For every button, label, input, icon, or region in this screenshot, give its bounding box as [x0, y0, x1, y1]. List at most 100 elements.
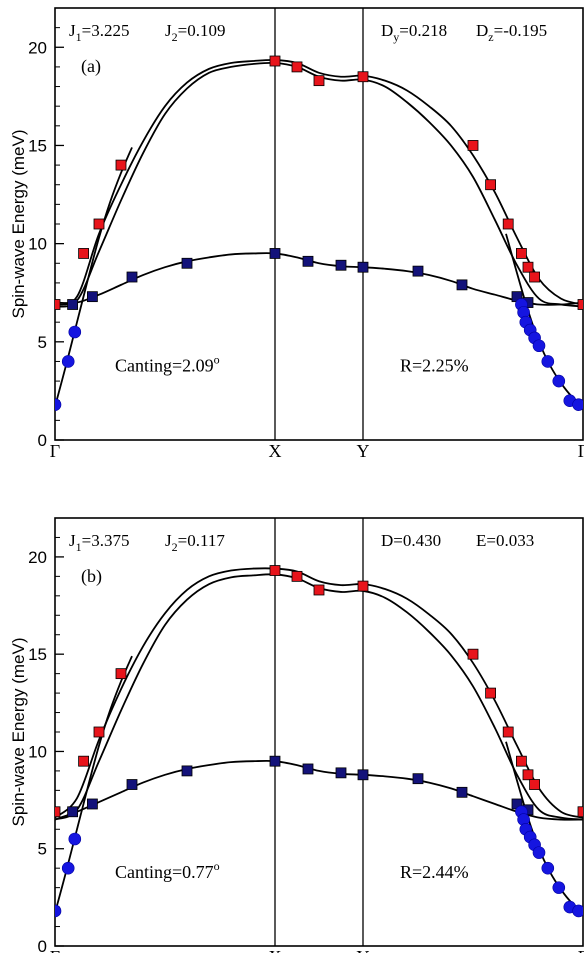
data-point: [572, 398, 583, 411]
param-j1: J1=3.225: [69, 21, 129, 44]
param-3: Dy=0.218: [381, 21, 447, 44]
data-point: [67, 806, 78, 818]
data-point: [115, 159, 127, 171]
ytick-label: 10: [28, 742, 47, 761]
y-axis-label: Spin-wave Energy (meV): [9, 638, 28, 827]
data-point: [68, 325, 82, 339]
data-point: [412, 773, 424, 785]
data-point: [55, 398, 62, 411]
data-point: [357, 261, 369, 273]
data-point: [93, 218, 105, 230]
data-point: [126, 779, 138, 790]
data-point: [181, 257, 193, 269]
data-point: [522, 769, 534, 781]
kpoint-label: Γ: [578, 441, 584, 461]
data-point: [126, 271, 138, 283]
data-point: [335, 767, 347, 779]
data-point: [485, 687, 497, 699]
data-point: [68, 832, 82, 846]
data-point: [516, 755, 527, 767]
canting-label: Canting=0.77o: [115, 859, 220, 882]
fit-curve: [55, 567, 583, 819]
data-point: [61, 355, 75, 368]
kpoint-label: Y: [357, 441, 370, 461]
data-point: [93, 726, 105, 738]
data-point: [302, 763, 314, 775]
data-point: [522, 261, 534, 273]
fit-curves: [55, 567, 583, 914]
data-point: [313, 75, 325, 87]
ytick-label: 15: [28, 136, 47, 155]
ytick-label: 0: [38, 431, 47, 450]
kpoint-label: Γ: [578, 947, 584, 953]
ytick-label: 5: [38, 333, 47, 352]
ytick-label: 15: [28, 645, 47, 664]
kpoint-label: Γ: [50, 947, 60, 953]
data-point: [577, 806, 583, 818]
panel-label: (a): [81, 56, 101, 77]
param-j1: J1=3.375: [69, 531, 129, 554]
data-point: [335, 259, 347, 271]
fit-curve: [55, 759, 583, 821]
data-point: [269, 248, 281, 259]
kpoint-label: X: [269, 441, 282, 461]
data-point: [456, 786, 468, 798]
data-point: [291, 570, 303, 582]
data-point: [357, 580, 369, 592]
data-point: [532, 846, 546, 859]
kpoint-label: Y: [357, 947, 370, 953]
param-4: Dz=-0.195: [476, 21, 547, 44]
fit-curve: [505, 741, 583, 914]
kpoint-label: Γ: [50, 441, 60, 461]
data-point: [541, 861, 555, 875]
data-point: [357, 71, 369, 83]
data-point: [456, 279, 468, 291]
fit-curve: [505, 233, 583, 408]
data-point: [87, 798, 98, 810]
data-point: [55, 806, 61, 818]
data-point: [78, 248, 89, 259]
data-point: [269, 565, 281, 576]
panel-b: 0 5 10 15 20 Γ X Y Γ Spin-wave Energy (meV) J1=3.3…: [9, 517, 584, 953]
data-point: [412, 265, 424, 277]
data-point: [516, 248, 527, 259]
data-point: [181, 765, 193, 777]
fit-curve: [55, 61, 583, 308]
data-point: [467, 648, 479, 660]
data-point: [55, 299, 61, 310]
data-point: [529, 271, 540, 283]
ytick-label: 10: [28, 235, 47, 254]
data-point: [552, 374, 566, 388]
data-markers: [55, 565, 583, 918]
r-factor-label: R=2.44%: [400, 862, 469, 882]
data-point: [313, 584, 325, 596]
param-j2: J2=0.109: [165, 21, 225, 44]
fit-curve: [55, 252, 583, 306]
panel-label: (b): [81, 566, 102, 587]
ytick-label: 20: [28, 38, 47, 57]
data-point: [55, 904, 62, 918]
ytick-label: 20: [28, 548, 47, 567]
data-point: [467, 140, 479, 151]
data-point: [291, 61, 303, 73]
data-point: [269, 55, 281, 67]
data-point: [357, 769, 369, 781]
data-point: [577, 299, 583, 310]
r-factor-label: R=2.25%: [400, 355, 469, 375]
ytick-label: 5: [38, 840, 47, 859]
data-point: [502, 218, 514, 230]
data-point: [269, 755, 281, 767]
panel-a: 0 5 10 15 20 Γ X Y Γ Spin-wave Energy (meV) J1=3.2…: [9, 7, 584, 461]
data-point: [87, 291, 98, 303]
param-4: E=0.033: [476, 531, 534, 550]
data-point: [61, 861, 75, 875]
data-point: [67, 299, 78, 310]
data-point: [485, 179, 497, 191]
kpoint-label: X: [269, 947, 282, 953]
canting-label: Canting=2.09o: [115, 352, 220, 375]
fit-curve: [55, 59, 583, 306]
ytick-label: 0: [38, 937, 47, 953]
data-point: [532, 339, 546, 353]
data-point: [115, 668, 127, 680]
data-point: [502, 726, 514, 738]
